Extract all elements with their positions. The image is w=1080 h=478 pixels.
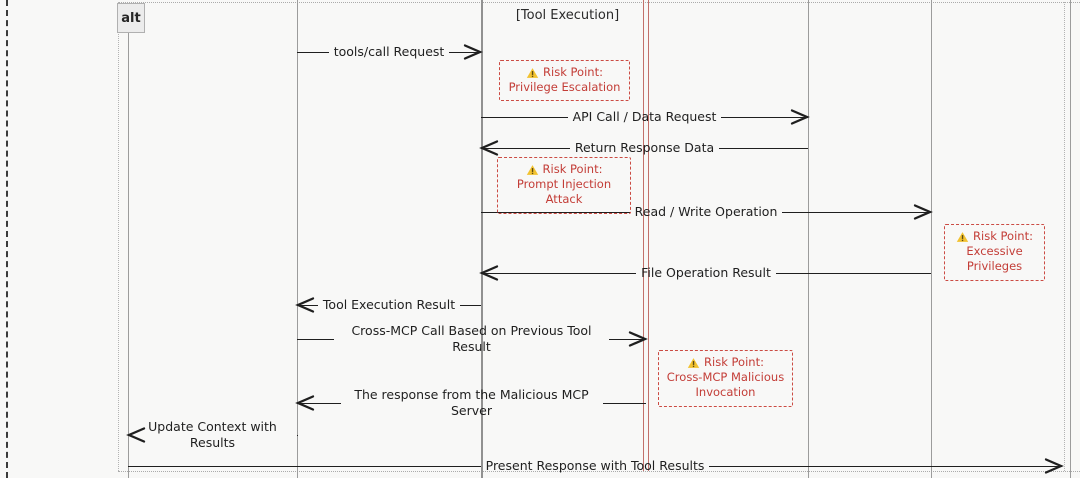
warning-icon <box>526 67 539 78</box>
lifeline-3 <box>481 0 483 478</box>
arrowhead-right-icon <box>1044 458 1064 474</box>
message-update-context: Update Context with Results <box>126 415 297 455</box>
warning-icon <box>526 164 538 175</box>
message-file-operation-result: File Operation Result <box>479 253 932 293</box>
risk-point-excessive-privileges: Risk Point: Excessive Privileges <box>944 224 1045 281</box>
arrowhead-left-icon <box>479 140 499 156</box>
arrowhead-right-icon <box>628 331 648 347</box>
arrowhead-right-icon <box>790 109 810 125</box>
arrowhead-right-icon <box>463 44 483 60</box>
message-label: Present Response with Tool Results <box>485 458 705 473</box>
risk-title: Risk Point: <box>973 229 1033 243</box>
message-tool-execution-result: Tool Execution Result <box>295 285 482 325</box>
message-api-call-data-request: API Call / Data Request <box>481 97 810 137</box>
arrowhead-left-icon <box>295 395 315 411</box>
message-label: Update Context with Results <box>148 419 277 450</box>
arrowhead-left-icon <box>126 427 146 443</box>
risk-title: Risk Point: <box>543 65 603 79</box>
arrowhead-right-icon <box>913 204 933 220</box>
risk-title: Risk Point: <box>704 355 764 369</box>
left-dashed-border <box>6 0 8 478</box>
risk-detail: Privilege Escalation <box>508 80 621 95</box>
risk-point-prompt-injection: Risk Point: Prompt Injection Attack <box>497 157 631 214</box>
alt-frame-right-border <box>1064 2 1065 471</box>
risk-detail: Prompt Injection Attack <box>516 177 612 207</box>
message-malicious-response: The response from the Malicious MCP Serv… <box>295 383 646 423</box>
alt-frame-left-border <box>118 2 119 471</box>
message-read-write-operation: Read / Write Operation <box>481 192 933 232</box>
alt-frame-top-border <box>118 2 1080 3</box>
message-label: The response from the Malicious MCP Serv… <box>354 387 589 418</box>
message-tools-call-request: tools/call Request <box>297 32 483 72</box>
alt-frame-bottom-border <box>118 471 1080 472</box>
message-label: File Operation Result <box>641 265 771 280</box>
arrowhead-left-icon <box>479 265 499 281</box>
warning-icon <box>687 357 700 368</box>
risk-detail: Excessive Privileges <box>966 244 1023 274</box>
alt-fragment-label: alt <box>117 3 145 33</box>
message-label: tools/call Request <box>333 44 445 59</box>
message-label: Tool Execution Result <box>322 297 456 312</box>
lifeline-6 <box>1070 0 1071 478</box>
arrowhead-left-icon <box>295 297 315 313</box>
message-present-response: Present Response with Tool Results <box>128 446 1064 478</box>
lifeline-2 <box>297 0 298 478</box>
message-label: Read / Write Operation <box>634 204 778 219</box>
message-label: Return Response Data <box>574 140 715 155</box>
message-label: Cross-MCP Call Based on Previous Tool Re… <box>351 323 592 354</box>
risk-point-privilege-escalation: Risk Point: Privilege Escalation <box>499 60 630 102</box>
risk-title: Risk Point: <box>542 162 603 176</box>
lifeline-1 <box>128 30 129 478</box>
risk-detail: Cross-MCP Malicious Invocation <box>666 370 785 400</box>
message-cross-mcp-call: Cross-MCP Call Based on Previous Tool Re… <box>297 319 648 359</box>
malicious-mcp-activation-bar <box>643 0 649 471</box>
lifeline-4 <box>808 0 809 478</box>
fragment-condition-label: [Tool Execution] <box>515 8 620 23</box>
warning-icon <box>956 231 969 242</box>
message-label: API Call / Data Request <box>572 109 717 124</box>
lifeline-5 <box>931 0 932 478</box>
message-return-response-data: Return Response Data <box>479 128 808 168</box>
risk-point-cross-mcp-malicious: Risk Point: Cross-MCP Malicious Invocati… <box>658 350 793 407</box>
